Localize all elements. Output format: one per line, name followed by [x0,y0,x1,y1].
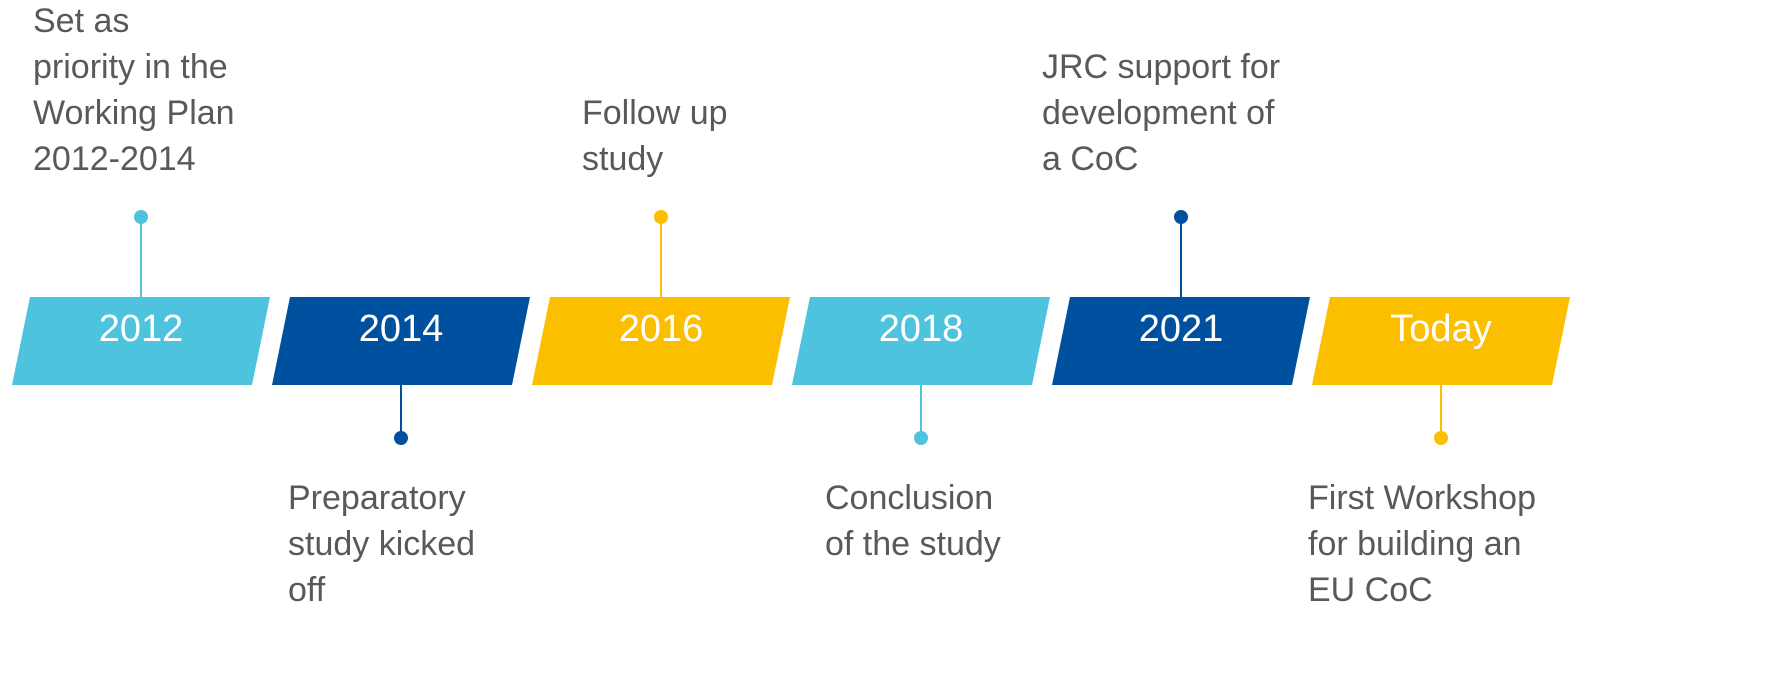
milestone-description: EU CoC [1308,571,1433,609]
timeline-segment [272,297,530,385]
milestone-description: a CoC [1042,140,1138,178]
year-label: 2016 [619,308,704,350]
connector-dot [914,431,928,445]
milestone-description: for building an [1308,525,1522,563]
timeline-segment [1052,297,1310,385]
timeline-segment [532,297,790,385]
milestone-description: Set as [33,2,129,40]
milestone-description: Working Plan [33,94,235,132]
year-label: 2012 [99,308,184,350]
milestone-description: 2012-2014 [33,140,196,178]
milestone-description: development of [1042,94,1275,132]
milestone-description: JRC support for [1042,48,1280,86]
milestone-description: First Workshop [1308,479,1536,517]
year-label: 2014 [359,308,444,350]
milestone-description: Conclusion [825,479,993,517]
milestone-description: Preparatory [288,479,466,517]
milestone-description: Follow up [582,94,728,132]
milestone-description: of the study [825,525,1001,563]
timeline-segment [1312,297,1570,385]
timeline-segment [12,297,270,385]
year-label: 2021 [1139,308,1224,350]
connector-dot [1174,210,1188,224]
connector-dot [654,210,668,224]
connector-dot [394,431,408,445]
milestone-description: off [288,571,326,609]
milestone-description: study [582,140,663,178]
year-label: Today [1390,308,1491,350]
milestone-description: priority in the [33,48,228,86]
milestone-description: study kicked [288,525,475,563]
connector-dot [134,210,148,224]
connector-dot [1434,431,1448,445]
timeline-segment [792,297,1050,385]
year-label: 2018 [879,308,964,350]
